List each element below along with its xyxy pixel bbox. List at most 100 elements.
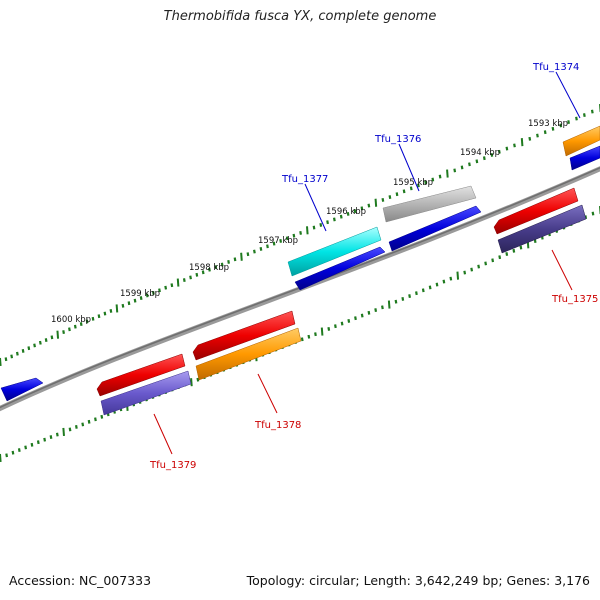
outer-ring-minor-tick [158, 288, 161, 293]
inner-ring-major-tick [62, 427, 65, 437]
outer-ring-minor-tick [381, 197, 385, 202]
leader-line-tfu-1377 [304, 183, 327, 232]
outer-ring-minor-tick [145, 293, 149, 298]
outer-ring-minor-tick [424, 180, 427, 185]
outer-ring-minor-tick [497, 149, 501, 154]
outer-ring-minor-tick [402, 189, 406, 194]
outer-ring-minor-tick [133, 298, 137, 303]
outer-ring-minor-tick [431, 177, 435, 182]
inner-ring-minor-tick [87, 419, 91, 424]
outer-ring-minor-tick [151, 290, 155, 295]
outer-ring-minor-tick [15, 351, 19, 356]
inner-ring-minor-tick [36, 440, 40, 445]
outer-ring-minor-tick [164, 285, 168, 290]
gene-arrow-tfu-1377[interactable] [294, 246, 386, 291]
gene-label-tfu-1374[interactable]: Tfu_1374 [532, 62, 579, 73]
cog-box-tfu-1376[interactable] [382, 185, 477, 223]
gene-arrow-tfu-1375[interactable] [493, 187, 579, 235]
inner-ring-minor-tick [354, 316, 357, 321]
inner-ring-minor-tick [68, 427, 72, 432]
gene-arrow-tfu-1379[interactable] [96, 353, 186, 397]
outer-ring-minor-tick [4, 357, 8, 362]
outer-ring-minor-tick [346, 211, 350, 216]
inner-ring-minor-tick [307, 334, 311, 339]
outer-ring-minor-tick [121, 303, 125, 308]
inner-ring-minor-tick [94, 417, 97, 422]
tick-label-1596: 1596 kbp [326, 207, 366, 217]
cog-box-tfu-1374[interactable] [562, 125, 600, 157]
tick-label-1598: 1598 kbp [189, 263, 229, 273]
inner-ring-minor-tick [340, 321, 344, 326]
inner-ring-minor-tick [401, 296, 405, 301]
outer-ring-minor-tick [44, 338, 48, 342]
outer-ring-minor-tick [195, 272, 199, 277]
cog-box-tfu-1378[interactable] [195, 327, 302, 381]
leader-line-tfu-1379 [153, 413, 173, 455]
outer-ring-minor-tick [10, 354, 14, 359]
inner-ring-minor-tick [435, 282, 439, 287]
outer-ring-minor-tick [319, 222, 323, 227]
outer-ring-major-tick [520, 138, 524, 147]
map-title: Thermobifida fusca YX, complete genome [163, 9, 437, 24]
gene-label-tfu-1378[interactable]: Tfu_1378 [254, 420, 301, 431]
inner-ring-minor-tick [11, 450, 15, 455]
genome-summary-text: Topology: circular; Length: 3,642,249 bp… [246, 573, 590, 588]
inner-ring-minor-tick [347, 318, 351, 323]
cog-forward-strand [287, 125, 600, 277]
outer-ring-minor-tick [109, 309, 113, 313]
inner-ring-minor-tick [519, 245, 523, 250]
outer-ring-minor-tick [453, 168, 457, 173]
outer-ring-minor-tick [68, 327, 71, 332]
gene-label-tfu-1376[interactable]: Tfu_1376 [374, 134, 421, 145]
leader-line-tfu-1375 [551, 249, 573, 291]
outer-ring-minor-tick [73, 324, 77, 329]
outer-ring-minor-tick [299, 231, 302, 235]
outer-ring-minor-tick [409, 186, 413, 191]
inner-ring-major-tick [0, 453, 2, 463]
inner-ring-minor-tick [428, 285, 432, 290]
cds-reverse-strand [96, 187, 579, 397]
outer-ring-minor-tick [582, 113, 586, 118]
outer-ring-minor-tick [38, 340, 42, 345]
outer-ring-minor-tick [50, 335, 54, 340]
cog-reverse-strand [100, 204, 587, 416]
outer-ring-major-tick [446, 169, 449, 178]
gene-label-tfu-1379[interactable]: Tfu_1379 [149, 460, 196, 471]
gene-arrow-left-edge[interactable] [0, 377, 44, 402]
inner-ring-minor-tick [512, 248, 516, 253]
outer-ring-major-tick [115, 304, 119, 313]
outer-ring-minor-tick [85, 319, 89, 324]
outer-ring-major-tick [240, 252, 243, 261]
inner-ring-minor-tick [327, 326, 331, 331]
outer-ring-minor-tick [395, 192, 399, 197]
gene-arrow-tfu-1374[interactable] [569, 145, 600, 171]
outer-ring-minor-tick [543, 130, 547, 135]
inner-ring-minor-tick [463, 270, 467, 275]
gene-label-tfu-1375[interactable]: Tfu_1375 [551, 294, 598, 305]
tick-label-1595: 1595 kbp [393, 178, 433, 188]
cds-forward-strand [0, 145, 600, 402]
inner-ring-minor-tick [43, 437, 47, 442]
outer-ring-minor-tick [468, 162, 471, 167]
inner-ring-major-tick [387, 300, 391, 309]
accession-text: Accession: NC_007333 [9, 573, 152, 588]
outer-ring-major-tick [305, 226, 309, 235]
gene-arrow-tfu-1376[interactable] [388, 205, 482, 252]
gene-arrow-tfu-1378[interactable] [192, 310, 296, 361]
cog-box-tfu-1377[interactable] [287, 226, 382, 277]
inner-ring-minor-tick [24, 445, 28, 450]
outer-ring-minor-tick [62, 330, 65, 334]
cog-box-tfu-1379[interactable] [100, 370, 192, 416]
outer-ring-minor-tick [139, 296, 143, 300]
outer-ring-minor-tick [475, 159, 479, 164]
outer-ring-minor-tick [103, 311, 107, 316]
outer-ring-minor-tick [208, 267, 211, 272]
inner-ring-minor-tick [498, 255, 502, 260]
outer-ring-minor-tick [505, 146, 509, 151]
tick-label-1600: 1600 kbp [51, 315, 91, 325]
inner-ring-minor-tick [415, 291, 418, 296]
gene-label-tfu-1377[interactable]: Tfu_1377 [281, 174, 328, 185]
outer-ring-minor-tick [482, 156, 486, 161]
cog-box-tfu-1375[interactable] [497, 204, 587, 254]
inner-ring-minor-tick [505, 252, 509, 256]
